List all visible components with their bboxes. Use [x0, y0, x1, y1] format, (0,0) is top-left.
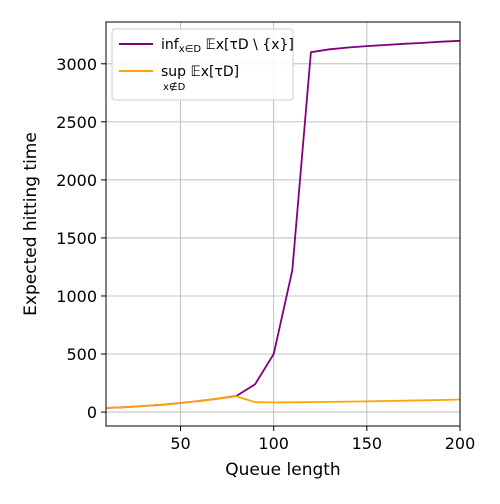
legend-box — [111, 28, 294, 101]
legend-sup-subscript: x∉D — [163, 81, 186, 93]
legend-inf-expectation: 𝔼x[τD \ {x}] — [201, 37, 294, 53]
y-tick-label: 500 — [66, 345, 97, 364]
legend-label-sup: sup 𝔼x[τD] — [161, 64, 239, 80]
y-tick-label: 0 — [87, 403, 97, 422]
legend-inf-subscript: x∈D — [179, 44, 202, 55]
x-tick-label: 200 — [445, 434, 476, 453]
y-tick-label: 1500 — [56, 229, 97, 248]
plot-frame — [105, 21, 461, 427]
x-tick-label: 100 — [258, 434, 289, 453]
y-tick-label: 3000 — [56, 55, 97, 74]
legend-inf-operator: inf — [161, 37, 180, 53]
legend-label-inf: infx∈D 𝔼x[τD \ {x}] — [161, 37, 294, 55]
legend: infx∈D 𝔼x[τD \ {x}] sup 𝔼x[τD] x∉D — [111, 28, 294, 101]
x-tick-label: 150 — [352, 434, 383, 453]
y-axis-label: Expected hitting time — [21, 132, 41, 316]
series-line-sup — [105, 395, 461, 409]
y-tick-label: 2500 — [56, 113, 97, 132]
x-axis-label: Queue length — [225, 460, 340, 480]
y-tick-label: 2000 — [56, 171, 97, 190]
y-tick-label: 1000 — [56, 287, 97, 306]
plot-lines — [105, 39, 461, 409]
x-tick-label: 50 — [170, 434, 190, 453]
